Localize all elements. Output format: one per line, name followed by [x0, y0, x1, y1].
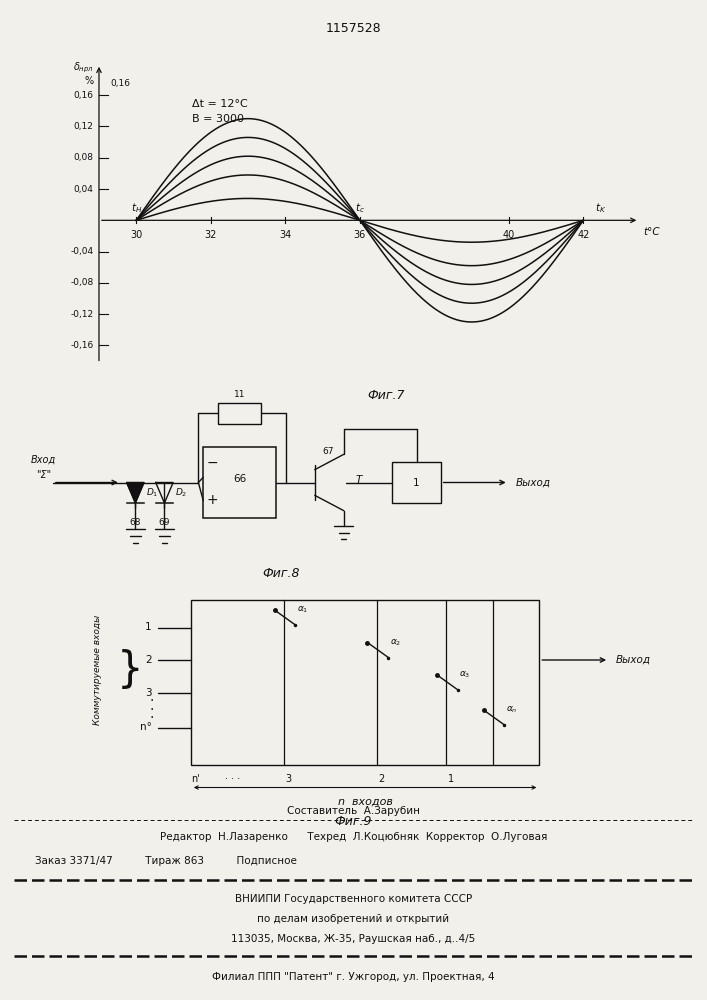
Text: 1157528: 1157528: [326, 22, 381, 35]
Text: 66: 66: [233, 474, 246, 484]
Text: 3: 3: [145, 688, 151, 698]
Text: ·: ·: [149, 703, 153, 717]
Text: $t_{H}$: $t_{H}$: [131, 201, 142, 215]
Text: 68: 68: [129, 518, 141, 527]
Text: $\alpha_1$: $\alpha_1$: [297, 605, 308, 615]
Text: ВНИИПИ Государственного комитета СССР: ВНИИПИ Государственного комитета СССР: [235, 894, 472, 904]
Text: 0,04: 0,04: [74, 185, 93, 194]
Text: -0,12: -0,12: [70, 310, 93, 319]
Text: Δt = 12°C: Δt = 12°C: [192, 99, 248, 109]
Text: -0,16: -0,16: [70, 341, 93, 350]
Text: -0,04: -0,04: [70, 247, 93, 256]
Text: B = 3000: B = 3000: [192, 114, 244, 124]
Text: Редактор  Н.Лазаренко      Техред  Л.Коцюбняк  Корректор  О.Луговая: Редактор Н.Лазаренко Техред Л.Коцюбняк К…: [160, 832, 547, 842]
Text: Заказ 3371/47          Тираж 863          Подписное: Заказ 3371/47 Тираж 863 Подписное: [35, 856, 297, 866]
Text: ·: ·: [149, 694, 153, 708]
Text: по делам изобретений и открытий: по делам изобретений и открытий: [257, 914, 450, 924]
Text: 0,08: 0,08: [74, 153, 93, 162]
Text: Фиг.7: Фиг.7: [367, 389, 404, 402]
Text: $\alpha_3$: $\alpha_3$: [460, 670, 471, 680]
Text: $t_{K}$: $t_{K}$: [595, 201, 606, 215]
Bar: [218, 403, 262, 424]
Bar: [203, 447, 276, 518]
Text: t°C: t°C: [643, 227, 660, 237]
Text: Филиал ППП "Патент" г. Ужгород, ул. Проектная, 4: Филиал ППП "Патент" г. Ужгород, ул. Прое…: [212, 972, 495, 982]
Text: $\alpha_n$: $\alpha_n$: [506, 705, 518, 715]
Text: 69: 69: [158, 518, 170, 527]
Text: -0,08: -0,08: [70, 278, 93, 287]
Text: 0,12: 0,12: [74, 122, 93, 131]
Text: −: −: [206, 455, 218, 469]
Text: $D_2$: $D_2$: [175, 487, 187, 499]
Text: ·: ·: [149, 712, 153, 726]
Text: 2: 2: [378, 774, 385, 784]
Text: $t_{c}$: $t_{c}$: [355, 201, 365, 215]
Text: 11: 11: [234, 390, 245, 399]
Text: 1: 1: [448, 774, 454, 784]
Text: 113035, Москва, Ж-35, Раушская наб., д..4/5: 113035, Москва, Ж-35, Раушская наб., д..…: [231, 934, 476, 944]
Text: 1: 1: [145, 622, 151, 633]
Text: Фиг.8: Фиг.8: [262, 567, 300, 580]
Text: 67: 67: [322, 447, 334, 456]
Polygon shape: [127, 483, 144, 503]
Text: 0,16: 0,16: [74, 91, 93, 100]
Text: 34: 34: [279, 230, 291, 240]
Text: Составитель  А.Зарубин: Составитель А.Зарубин: [287, 806, 420, 816]
Text: 0,16: 0,16: [110, 79, 130, 88]
Text: 2: 2: [145, 655, 151, 665]
Text: n': n': [191, 774, 200, 784]
Text: n°: n°: [139, 722, 151, 732]
Text: Выход: Выход: [516, 478, 551, 488]
Text: 1: 1: [413, 478, 420, 488]
Text: 42: 42: [577, 230, 590, 240]
Text: Коммутируемые входы: Коммутируемые входы: [93, 615, 103, 725]
Text: 32: 32: [204, 230, 217, 240]
Text: n  входов: n входов: [338, 796, 392, 806]
Text: $D_1$: $D_1$: [146, 487, 158, 499]
Bar: [392, 462, 440, 503]
Text: "Σ": "Σ": [35, 470, 51, 480]
Text: %: %: [84, 76, 93, 86]
Text: · · ·: · · ·: [225, 774, 240, 784]
Text: 30: 30: [130, 230, 142, 240]
Text: 3: 3: [286, 774, 291, 784]
Text: $\alpha_2$: $\alpha_2$: [390, 637, 401, 648]
Text: }: }: [117, 649, 144, 691]
Text: Вход: Вход: [30, 455, 56, 465]
Text: T: T: [356, 475, 362, 485]
Text: 36: 36: [354, 230, 366, 240]
Text: Выход: Выход: [616, 655, 651, 665]
Text: 40: 40: [503, 230, 515, 240]
Text: $\delta_{\mathit{нрл}}$: $\delta_{\mathit{нрл}}$: [73, 61, 93, 75]
Text: +: +: [206, 493, 218, 507]
Text: Фиг.9: Фиг.9: [334, 815, 373, 828]
Bar: [191, 600, 539, 765]
